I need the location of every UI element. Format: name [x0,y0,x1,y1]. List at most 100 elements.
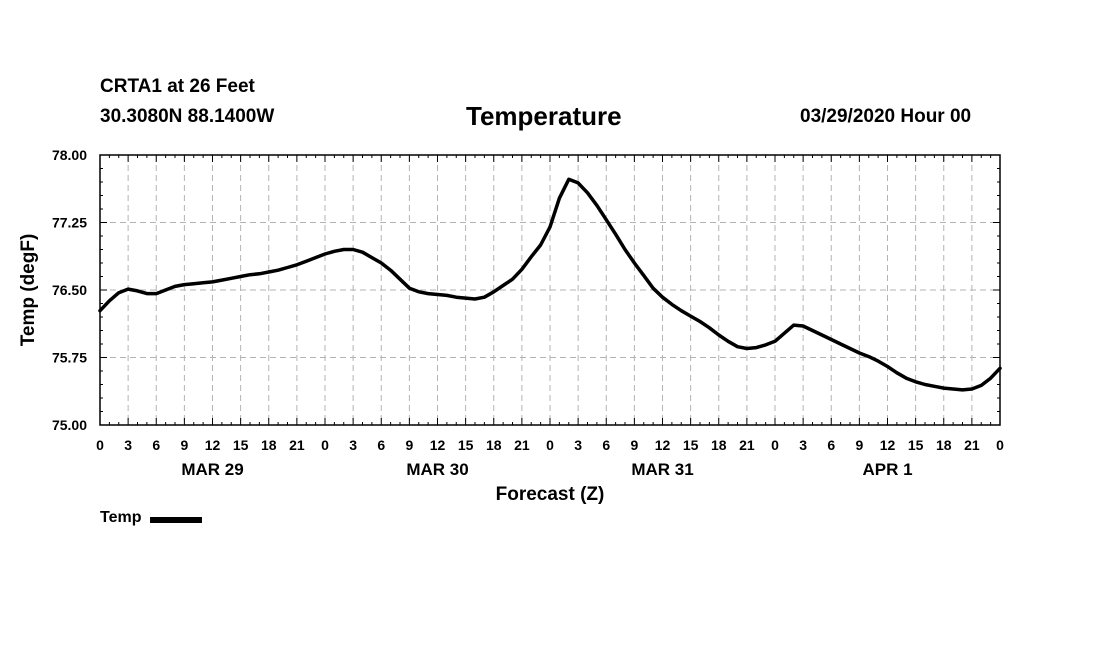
data-point [343,248,345,251]
data-point [549,226,551,228]
legend: Temp [100,509,203,527]
data-point [155,292,158,295]
x-tick-label: 6 [602,437,610,453]
x-tick-label: 9 [855,437,863,453]
y-tick-label: 78.00 [52,147,87,163]
x-tick-label: 0 [996,437,1004,453]
station-label: CRTA1 at 26 Feet [100,76,255,97]
data-point [558,197,561,199]
y-tick-label: 77.25 [52,215,87,231]
data-point [671,303,673,306]
data-point [249,273,251,276]
data-point [989,377,992,380]
data-point [371,256,373,259]
x-tick-label: 9 [180,437,188,453]
data-point [230,277,233,280]
data-point [943,387,945,389]
data-point [296,264,298,266]
data-point [577,182,579,184]
data-point [118,291,120,294]
data-point [680,309,683,312]
x-tick-label: 18 [261,437,277,453]
data-point [211,281,214,283]
data-point [755,346,758,349]
x-tick-label: 12 [205,437,221,453]
data-point [971,388,973,390]
data-point [568,178,570,181]
data-point [493,291,495,293]
data-point [708,327,711,329]
data-point [427,292,429,295]
legend-swatch-temp [150,516,203,523]
data-point [830,338,833,341]
y-axis-label: Temp (degF) [18,234,39,347]
data-point [136,290,139,292]
data-point [718,334,720,336]
data-point [464,297,467,299]
forecast-datetime: 03/29/2020 Hour 00 [800,106,972,127]
day-label: MAR 30 [406,460,468,479]
data-point [286,266,289,269]
y-tick-label: 75.00 [52,417,87,433]
data-point [764,344,767,346]
data-point [868,355,870,358]
data-point [924,383,926,386]
data-point [174,285,176,288]
x-tick-label: 9 [630,437,638,453]
data-point [839,343,842,345]
x-axis-label: Forecast (Z) [496,484,605,505]
x-tick-label: 21 [739,437,755,453]
data-point [643,274,645,277]
data-point [239,275,242,278]
data-point [389,269,392,272]
data-point [183,283,186,286]
x-tick-label: 18 [711,437,727,453]
data-point [277,269,279,272]
data-point [258,273,261,275]
data-point [408,287,411,290]
x-tick-label: 18 [486,437,502,453]
data-point [905,377,908,380]
data-point [624,248,626,251]
data-point [352,248,354,251]
data-point [661,296,664,299]
station-coordinates: 30.3080N 88.1400W [100,106,275,127]
data-point [699,320,701,323]
data-point [108,300,111,302]
data-point [446,294,448,297]
day-label: APR 1 [862,460,912,479]
legend-label-temp: Temp [100,509,142,526]
data-point [436,293,439,296]
data-point [614,233,617,235]
x-tick-label: 21 [964,437,980,453]
data-point [999,367,1001,370]
data-point [689,315,692,317]
data-point [586,192,589,194]
data-point [333,250,336,253]
x-tick-label: 0 [321,437,329,453]
data-point [783,332,786,335]
data-point [980,384,983,387]
data-point [305,260,308,263]
data-point [802,325,804,327]
data-point [455,296,458,299]
x-tick-label: 21 [514,437,530,453]
data-point [746,347,748,350]
x-tick-label: 18 [936,437,952,453]
data-point [596,204,598,207]
x-tick-label: 15 [458,437,474,453]
data-point [914,381,917,383]
data-point [418,291,420,293]
x-tick-label: 12 [430,437,446,453]
data-point [474,298,476,300]
day-label: MAR 31 [631,460,693,479]
x-tick-label: 15 [908,437,924,453]
data-point [268,271,270,273]
y-tick-label: 75.75 [52,350,87,366]
axis-ticks [99,154,1001,426]
data-point [530,255,533,258]
x-tick-label: 3 [124,437,132,453]
data-point [164,289,167,291]
x-tick-label: 0 [546,437,554,453]
x-tick-label: 12 [880,437,896,453]
